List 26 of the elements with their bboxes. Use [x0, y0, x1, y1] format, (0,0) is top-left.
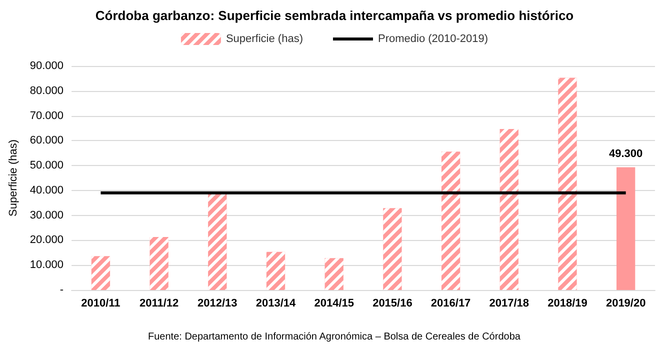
y-tick-label: 70.000 [30, 110, 64, 122]
legend-label: Superficie (has) [226, 33, 303, 45]
y-tick-label: 40.000 [30, 184, 64, 196]
x-tick-label: 2015/16 [372, 298, 412, 310]
x-tick-label: 2014/15 [314, 298, 354, 310]
y-tick-label: 80.000 [30, 84, 64, 97]
x-tick-label: 2019/20 [606, 298, 646, 310]
x-tick-label: 2012/13 [198, 298, 238, 310]
x-tick-label: 2016/17 [430, 298, 471, 310]
chart-title: Córdoba garbanzo: Superficie sembrada intercampaña vs promedio histórico [95, 8, 574, 23]
x-tick-label: 2018/19 [548, 298, 588, 310]
y-tick-label: 20.000 [30, 234, 64, 246]
x-tick-label: 2011/12 [139, 298, 179, 310]
y-tick-label: 60.000 [30, 134, 64, 147]
y-tick-label: - [60, 284, 64, 296]
y-tick-label: 10.000 [30, 259, 64, 272]
data-label: 49.300 [609, 148, 643, 160]
y-axis-title: Superficie (has) [8, 139, 20, 217]
y-tick-label: 30.000 [30, 209, 64, 222]
source-note: Fuente: Departamento de Información Agronómica – Bolsa de Cereales de Córdoba [148, 332, 521, 342]
legend-label: Promedio (2010-2019) [378, 33, 488, 45]
x-tick-label: 2017/18 [489, 298, 530, 310]
x-tick-label: 2013/14 [256, 298, 297, 310]
y-tick-label: 90.000 [30, 60, 64, 72]
x-tick-label: 2010/11 [81, 298, 120, 310]
y-tick-label: 50.000 [30, 160, 64, 172]
